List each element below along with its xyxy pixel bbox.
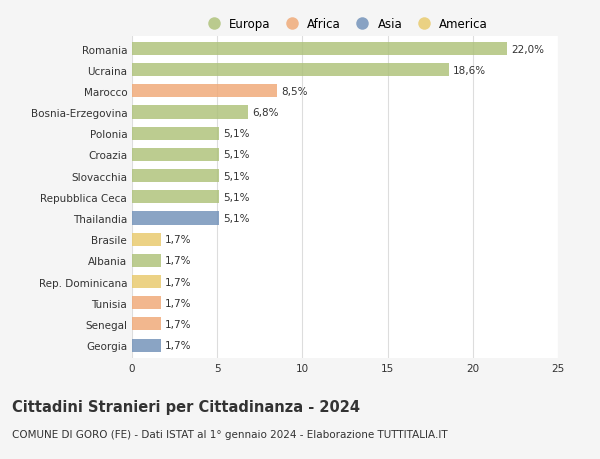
Bar <box>132 318 161 331</box>
Text: 5,1%: 5,1% <box>223 192 250 202</box>
Bar <box>132 43 507 56</box>
Bar <box>132 275 161 288</box>
Bar <box>132 106 248 119</box>
Text: 1,7%: 1,7% <box>165 340 192 350</box>
Text: 5,1%: 5,1% <box>223 213 250 224</box>
Text: 8,5%: 8,5% <box>281 87 308 97</box>
Text: 1,7%: 1,7% <box>165 319 192 329</box>
Text: 5,1%: 5,1% <box>223 129 250 139</box>
Text: 18,6%: 18,6% <box>453 66 487 76</box>
Bar <box>132 254 161 267</box>
Text: 22,0%: 22,0% <box>511 45 544 55</box>
Text: 5,1%: 5,1% <box>223 171 250 181</box>
Bar <box>132 85 277 98</box>
Text: 1,7%: 1,7% <box>165 256 192 266</box>
Text: 1,7%: 1,7% <box>165 235 192 245</box>
Bar <box>132 212 219 225</box>
Bar <box>132 64 449 77</box>
Bar <box>132 170 219 183</box>
Bar <box>132 297 161 310</box>
Text: 1,7%: 1,7% <box>165 298 192 308</box>
Text: 5,1%: 5,1% <box>223 150 250 160</box>
Bar <box>132 191 219 204</box>
Text: Cittadini Stranieri per Cittadinanza - 2024: Cittadini Stranieri per Cittadinanza - 2… <box>12 399 360 414</box>
Text: 6,8%: 6,8% <box>252 108 278 118</box>
Bar <box>132 128 219 140</box>
Bar <box>132 339 161 352</box>
Bar <box>132 233 161 246</box>
Text: COMUNE DI GORO (FE) - Dati ISTAT al 1° gennaio 2024 - Elaborazione TUTTITALIA.IT: COMUNE DI GORO (FE) - Dati ISTAT al 1° g… <box>12 429 448 439</box>
Legend: Europa, Africa, Asia, America: Europa, Africa, Asia, America <box>200 15 490 33</box>
Bar <box>132 149 219 162</box>
Text: 1,7%: 1,7% <box>165 277 192 287</box>
